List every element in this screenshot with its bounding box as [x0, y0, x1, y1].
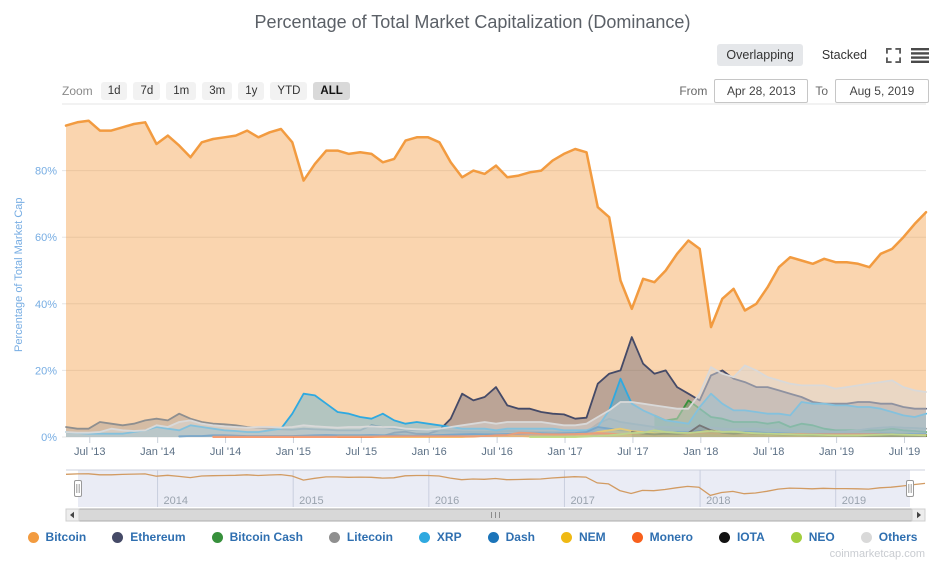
navigator-year-label: 2019 [842, 495, 866, 507]
y-axis-tick-label: 20% [35, 365, 57, 377]
y-axis-tick-label: 40% [35, 299, 57, 311]
legend-item-label: Ethereum [130, 530, 186, 544]
x-axis-tick-label: Jul '13 [74, 446, 105, 458]
x-axis-tick-label: Jan '17 [547, 446, 582, 458]
series-area-bitcoin [66, 120, 926, 437]
legend-item-iota[interactable]: IOTA [718, 530, 765, 544]
others-legend-marker-icon [860, 531, 872, 543]
navigator-series-line [65, 473, 926, 497]
navigator-year-label: 2016 [435, 495, 459, 507]
legend-item-ethereum[interactable]: Ethereum [112, 530, 186, 544]
overlapping-button[interactable]: Overlapping [717, 44, 803, 66]
legend-item-label: NEO [808, 530, 835, 544]
legend-item-monero[interactable]: Monero [631, 530, 693, 544]
zoom-button-1d[interactable]: 1d [100, 82, 128, 100]
zoom-preset-group: Zoom 1d 7d 1m 3m 1y YTD ALL [62, 82, 350, 100]
y-axis-tick-label: 0% [41, 432, 57, 444]
x-axis-tick-label: Jul '17 [617, 446, 648, 458]
x-axis-tick-label: Jul '18 [753, 446, 784, 458]
legend-item-label: Monero [649, 530, 693, 544]
navigator-handle-right[interactable] [906, 480, 914, 497]
series-area-others [66, 365, 926, 437]
zoom-button-3m[interactable]: 3m [202, 82, 233, 100]
watermark: coinmarketcap.com [829, 548, 925, 560]
xrp-legend-marker-icon [418, 531, 430, 543]
zoom-button-1y[interactable]: 1y [238, 82, 265, 100]
navigator-year-label: 2017 [570, 495, 594, 507]
x-axis-tick-label: Jan '16 [412, 446, 447, 458]
zoom-button-ytd[interactable]: YTD [270, 82, 308, 100]
navigator-handle-left[interactable] [74, 480, 82, 497]
x-axis-tick-label: Jul '15 [346, 446, 377, 458]
to-date-input[interactable] [835, 79, 929, 103]
legend-item-label: Litecoin [346, 530, 393, 544]
legend-item-dash[interactable]: Dash [487, 530, 535, 544]
date-range-group: From To [679, 79, 929, 103]
y-axis-tick-label: 80% [35, 166, 57, 178]
legend-item-neo[interactable]: NEO [790, 530, 835, 544]
scrollbar-right-arrow[interactable] [911, 508, 926, 522]
zoom-button-1m[interactable]: 1m [166, 82, 197, 100]
monero-legend-marker-icon [631, 531, 643, 543]
fullscreen-icon[interactable] [886, 47, 901, 63]
ethereum-legend-marker-icon [112, 531, 124, 543]
y-axis-tick-label: 60% [35, 232, 57, 244]
legend-item-label: Others [878, 530, 918, 544]
x-axis-tick-label: Jul '14 [210, 446, 241, 458]
to-label: To [815, 84, 828, 98]
legend-item-bitcoin-cash[interactable]: Bitcoin Cash [211, 530, 303, 544]
legend-item-label: NEM [578, 530, 606, 544]
from-date-input[interactable] [714, 79, 809, 103]
x-axis-tick-label: Jan '18 [683, 446, 718, 458]
legend-item-label: Bitcoin [45, 530, 87, 544]
legend-item-others[interactable]: Others [860, 530, 918, 544]
legend-item-bitcoin[interactable]: Bitcoin [27, 530, 87, 544]
range-selector-row: Zoom 1d 7d 1m 3m 1y YTD ALL From To [62, 79, 929, 103]
series-line-bitcoin [64, 119, 928, 329]
legend-item-label: Dash [505, 530, 535, 544]
neo-legend-marker-icon [790, 531, 802, 543]
x-axis-tick-label: Jan '14 [140, 446, 175, 458]
context-menu-icon[interactable] [911, 47, 929, 63]
legend-item-nem[interactable]: NEM [560, 530, 606, 544]
scrollbar-left-arrow[interactable] [65, 508, 80, 522]
legend-item-xrp[interactable]: XRP [418, 530, 462, 544]
bitcoin-legend-marker-icon [27, 531, 39, 543]
nem-legend-marker-icon [560, 531, 572, 543]
navigator[interactable]: 2014 2015 2016 2017 2018 2019 [0, 468, 945, 526]
legend-item-litecoin[interactable]: Litecoin [328, 530, 393, 544]
navigator-year-label: 2015 [299, 495, 323, 507]
zoom-button-all[interactable]: ALL [313, 82, 350, 100]
dash-legend-marker-icon [487, 531, 499, 543]
x-axis-tick-label: Jul '16 [481, 446, 512, 458]
from-label: From [679, 84, 708, 98]
mode-toggle-group: Overlapping Stacked [717, 44, 929, 66]
legend: Bitcoin Ethereum Bitcoin Cash Litecoin XRP Da… [0, 530, 945, 544]
x-axis-tick-label: Jul '19 [889, 446, 920, 458]
plot-area[interactable] [66, 104, 926, 437]
chart-title: Percentage of Total Market Capitalizatio… [254, 12, 691, 32]
litecoin-legend-marker-icon [328, 531, 340, 543]
zoom-button-7d[interactable]: 7d [133, 82, 161, 100]
x-axis-tick-label: Jan '15 [276, 446, 311, 458]
main-chart[interactable]: 0% 20% 40% 60% 80% Jul '13 Jan '14 Jul '14 Jan '… [0, 100, 945, 460]
x-axis-tick-label: Jan '19 [819, 446, 854, 458]
zoom-label: Zoom [62, 84, 93, 98]
navigator-year-label: 2014 [164, 495, 188, 507]
bitcoin-cash-legend-marker-icon [211, 531, 223, 543]
iota-legend-marker-icon [718, 531, 730, 543]
navigator-year-label: 2018 [706, 495, 730, 507]
legend-item-label: Bitcoin Cash [229, 530, 303, 544]
legend-item-label: XRP [436, 530, 462, 544]
legend-item-label: IOTA [736, 530, 765, 544]
stacked-button[interactable]: Stacked [821, 48, 867, 62]
series-line-others [65, 364, 927, 434]
